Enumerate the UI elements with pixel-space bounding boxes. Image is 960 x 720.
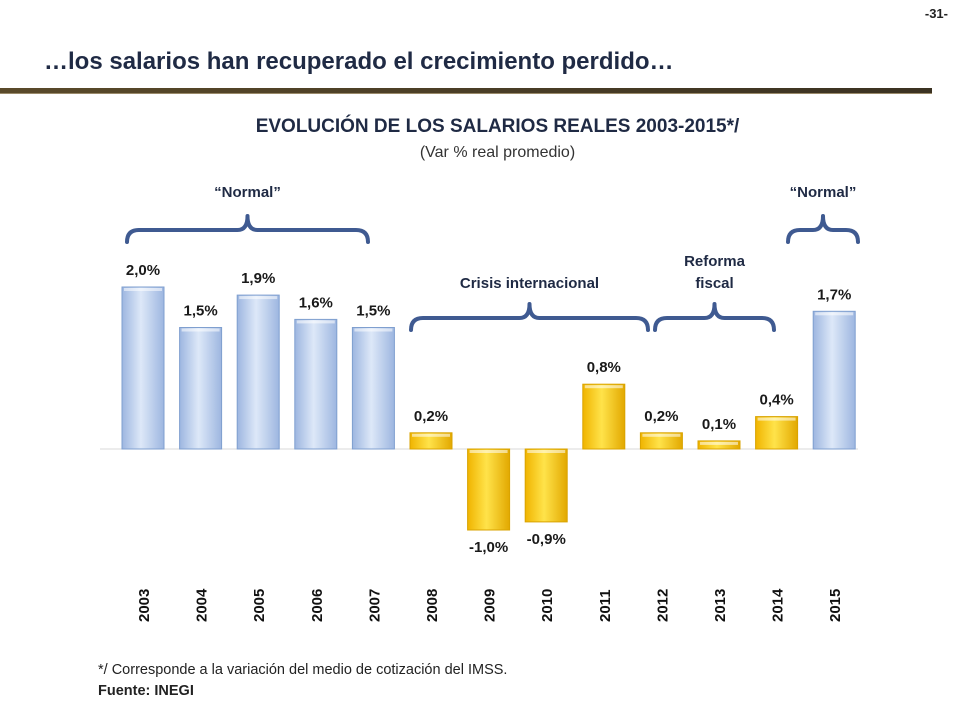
bar-2006 bbox=[294, 318, 338, 450]
annotations-layer: “Normal” Crisis internacional Reforma fisca… bbox=[125, 184, 860, 332]
tick-label-2008: 2008 bbox=[424, 589, 441, 622]
bar-2004 bbox=[179, 327, 223, 450]
bar-highlight-2005 bbox=[239, 296, 278, 300]
data-label-2003: 2,0% bbox=[126, 262, 160, 279]
bars-layer bbox=[121, 286, 856, 531]
data-label-2011: 0,8% bbox=[587, 359, 621, 376]
tick-label-2013: 2013 bbox=[712, 589, 729, 622]
tick-label-2009: 2009 bbox=[482, 589, 499, 622]
bar-2005 bbox=[236, 294, 280, 450]
annotation-label-3: Reforma fiscal bbox=[684, 253, 746, 292]
tick-label-2004: 2004 bbox=[194, 588, 211, 622]
slide-title: …los salarios han recuperado el crecimie… bbox=[44, 48, 674, 75]
data-label-2005: 1,9% bbox=[241, 270, 275, 287]
bar-highlight-2013 bbox=[700, 441, 738, 445]
bar-highlight-2012 bbox=[642, 433, 681, 437]
bar-2015 bbox=[812, 310, 856, 450]
brace-1 bbox=[125, 214, 370, 244]
data-label-2006: 1,6% bbox=[299, 294, 333, 311]
tick-label-2003: 2003 bbox=[136, 589, 153, 622]
annotation-label-1: “Normal” bbox=[214, 184, 281, 201]
footnote: */ Corresponde a la variación del medio … bbox=[98, 662, 508, 678]
data-label-2007: 1,5% bbox=[356, 303, 390, 320]
bar-2014 bbox=[755, 416, 799, 450]
data-label-2013: 0,1% bbox=[702, 416, 736, 433]
bar-highlight-2010 bbox=[527, 450, 566, 453]
data-label-2008: 0,2% bbox=[414, 408, 448, 425]
bar-highlight-2003 bbox=[124, 288, 162, 291]
data-label-2010: -0,9% bbox=[527, 531, 566, 548]
bar-2013 bbox=[697, 440, 741, 450]
tick-label-2015: 2015 bbox=[827, 589, 844, 622]
bar-highlight-2006 bbox=[296, 320, 335, 324]
bar-2003 bbox=[121, 286, 165, 450]
bar-highlight-2004 bbox=[181, 328, 220, 332]
data-label-2015: 1,7% bbox=[817, 286, 851, 303]
page-number: -31- bbox=[924, 6, 948, 21]
bar-2010 bbox=[524, 448, 568, 523]
tick-labels-layer: 2003 2004 2005 2006 2007 2008 2009 2010 2011 2012… bbox=[136, 588, 844, 622]
brace-4 bbox=[786, 214, 860, 244]
bar-2011 bbox=[582, 383, 626, 450]
data-label-2012: 0,2% bbox=[644, 408, 678, 425]
chart-subtitle: (Var % real promedio) bbox=[419, 144, 576, 161]
title-rule bbox=[0, 88, 932, 94]
bar-highlight-2007 bbox=[354, 328, 393, 332]
data-label-2014: 0,4% bbox=[759, 392, 793, 409]
bar-highlight-2011 bbox=[584, 385, 623, 389]
bar-2012 bbox=[639, 432, 683, 450]
tick-label-2011: 2011 bbox=[597, 589, 614, 622]
data-labels-layer: 2,0% 1,5% 1,9% 1,6% 1,5% 0,2% -1,0% -0,9% 0,8% 0,… bbox=[126, 262, 851, 556]
data-label-2009: -1,0% bbox=[469, 539, 508, 556]
chart-title: EVOLUCIÓN DE LOS SALARIOS REALES 2003-20… bbox=[255, 116, 740, 137]
tick-label-2014: 2014 bbox=[770, 588, 787, 622]
brace-2 bbox=[409, 302, 650, 332]
annotation-label-2: Crisis internacional bbox=[460, 275, 599, 292]
tick-label-2012: 2012 bbox=[654, 589, 671, 622]
brace-3 bbox=[653, 302, 776, 332]
bar-highlight-2009 bbox=[469, 450, 508, 453]
tick-label-2010: 2010 bbox=[539, 589, 556, 622]
bar-highlight-2014 bbox=[757, 417, 796, 421]
bar-2007 bbox=[351, 327, 395, 450]
source-note: Fuente: INEGI bbox=[98, 683, 194, 699]
annotation-label-4: “Normal” bbox=[790, 184, 857, 201]
bar-2009 bbox=[467, 448, 511, 531]
bar-2008 bbox=[409, 432, 453, 450]
bar-highlight-2008 bbox=[412, 433, 450, 437]
tick-label-2005: 2005 bbox=[251, 589, 268, 622]
bar-highlight-2015 bbox=[815, 312, 854, 316]
data-label-2004: 1,5% bbox=[183, 303, 217, 320]
tick-label-2006: 2006 bbox=[309, 589, 326, 622]
tick-label-2007: 2007 bbox=[366, 589, 383, 622]
